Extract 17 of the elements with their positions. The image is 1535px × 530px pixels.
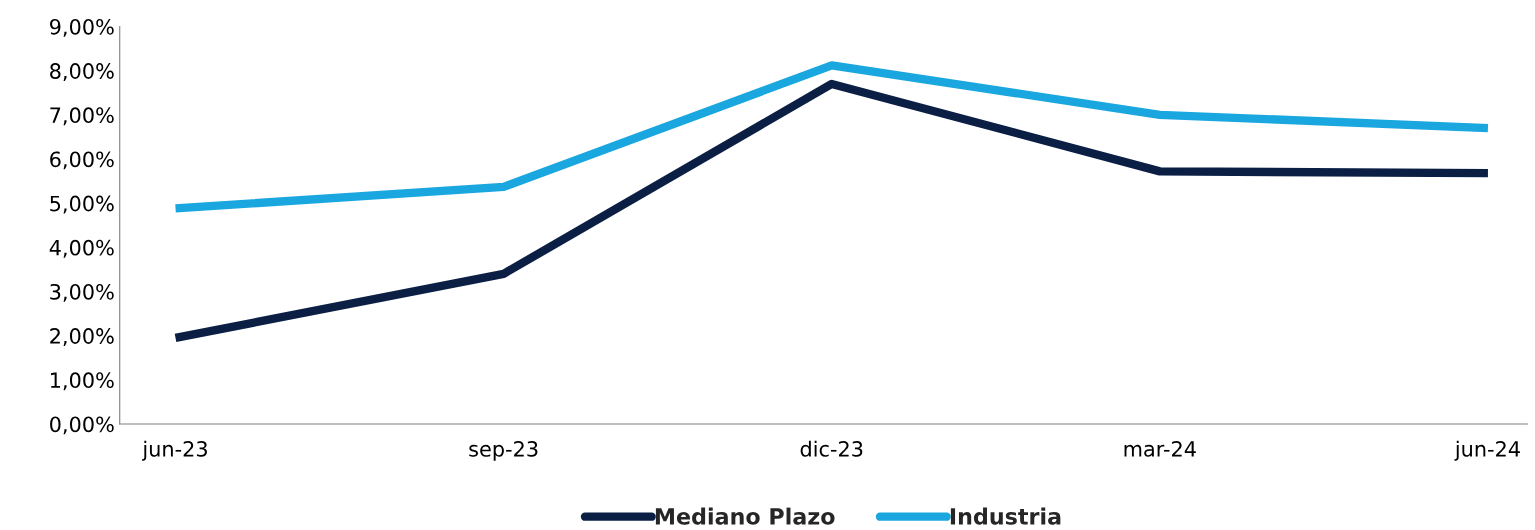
y-tick-label: 5,00% — [50, 195, 114, 214]
y-tick-label: 9,00% — [50, 18, 114, 37]
x-tick-label: jun-24 — [1454, 440, 1520, 461]
legend-label: Industria — [950, 507, 1061, 525]
x-tick-label: sep-23 — [469, 441, 538, 461]
x-tick-label: jun-23 — [142, 440, 207, 461]
y-tick-label: 0,00% — [50, 416, 114, 435]
x-tick-label: mar-24 — [1124, 441, 1196, 457]
x-tick-label: dic-23 — [800, 440, 863, 457]
y-tick-label: 1,00% — [50, 372, 114, 391]
y-tick-label: 8,00% — [50, 63, 114, 81]
legend-label: Mediano Plazo — [655, 507, 835, 525]
y-tick-label: 7,00% — [50, 107, 114, 126]
y-tick-label: 4,00% — [49, 239, 114, 258]
y-tick-label: 2,00% — [50, 328, 114, 346]
y-tick-label: 3,00% — [50, 283, 114, 302]
y-tick-label: 6,00% — [50, 151, 114, 170]
